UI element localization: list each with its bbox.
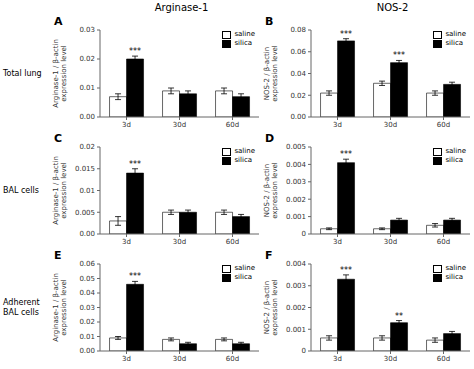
html-text:silica: silica — [234, 273, 252, 281]
svg-text:0.005: 0.005 — [75, 209, 95, 217]
svg-text:NOS-2 / β-actinexpression leve: NOS-2 / β-actinexpression level — [263, 162, 279, 219]
svg-text:30d: 30d — [384, 121, 397, 129]
svg-text:0.002: 0.002 — [286, 196, 306, 204]
svg-text:***: *** — [340, 30, 352, 39]
svg-text:***: *** — [129, 47, 141, 56]
svg-text:***: *** — [129, 160, 141, 169]
svg-text:3d: 3d — [122, 238, 131, 246]
svg-text:0.01: 0.01 — [79, 333, 95, 341]
svg-text:60d: 60d — [226, 121, 239, 129]
svg-text:Arginase-1 / β-actinexpression: Arginase-1 / β-actinexpression level — [52, 273, 68, 342]
svg-text:0.03: 0.03 — [79, 304, 95, 312]
svg-text:0.00: 0.00 — [79, 347, 95, 355]
svg-text:0.01: 0.01 — [79, 187, 95, 195]
svg-text:0.004: 0.004 — [286, 260, 307, 268]
svg-text:0.00: 0.00 — [290, 113, 306, 121]
svg-text:Arginase-1 / β-actinexpression: Arginase-1 / β-actinexpression level — [52, 39, 68, 108]
html-text:silica: silica — [445, 273, 463, 281]
svg-text:3d: 3d — [122, 355, 131, 363]
html-text:silica: silica — [445, 156, 463, 164]
html-text:C: C — [54, 132, 63, 145]
svg-text:0.03: 0.03 — [79, 26, 95, 34]
svg-text:0.002: 0.002 — [286, 304, 306, 312]
svg-text:30d: 30d — [173, 238, 186, 246]
svg-text:0.06: 0.06 — [290, 48, 306, 56]
svg-text:***: *** — [393, 51, 405, 60]
html-text:silica: silica — [234, 39, 252, 47]
html-text:Total lung: Total lung — [3, 68, 42, 78]
svg-text:3d: 3d — [333, 121, 342, 129]
svg-text:0.00: 0.00 — [79, 230, 95, 238]
svg-text:0.02: 0.02 — [79, 318, 95, 326]
svg-text:30d: 30d — [173, 355, 186, 363]
svg-text:0.04: 0.04 — [290, 70, 306, 78]
svg-text:60d: 60d — [437, 238, 450, 246]
svg-text:0: 0 — [302, 347, 306, 355]
svg-text:**: ** — [395, 312, 403, 321]
svg-text:0.08: 0.08 — [290, 26, 306, 34]
html-text:A: A — [54, 15, 63, 28]
svg-text:3d: 3d — [333, 355, 342, 363]
svg-text:0.005: 0.005 — [286, 143, 306, 151]
svg-text:0.00: 0.00 — [79, 113, 95, 121]
svg-text:NOS-2 / β-actinexpression leve: NOS-2 / β-actinexpression level — [263, 279, 279, 336]
svg-text:0.02: 0.02 — [79, 55, 95, 63]
html-text:F: F — [265, 249, 273, 262]
html-text:saline: saline — [445, 30, 466, 38]
svg-text:***: *** — [340, 266, 352, 275]
svg-text:60d: 60d — [437, 121, 450, 129]
svg-text:0.02: 0.02 — [290, 92, 306, 100]
svg-text:***: *** — [340, 150, 352, 159]
html-text:saline: saline — [445, 147, 466, 155]
svg-text:0.001: 0.001 — [286, 213, 306, 221]
html-text:E: E — [54, 249, 62, 262]
svg-text:0: 0 — [302, 230, 306, 238]
svg-text:0.04: 0.04 — [79, 289, 95, 297]
svg-text:0.015: 0.015 — [75, 165, 95, 173]
html-text:silica: silica — [234, 156, 252, 164]
html-text:D: D — [265, 132, 275, 145]
svg-text:0.06: 0.06 — [79, 260, 95, 268]
svg-text:0.01: 0.01 — [79, 84, 95, 92]
svg-text:30d: 30d — [384, 355, 397, 363]
svg-text:60d: 60d — [226, 238, 239, 246]
html-text:Adherent BAL cells: Adherent BAL cells — [3, 297, 40, 317]
svg-text:60d: 60d — [437, 355, 450, 363]
svg-text:30d: 30d — [173, 121, 186, 129]
svg-text:***: *** — [129, 272, 141, 281]
html-text:Arginase-1: Arginase-1 — [154, 2, 209, 13]
svg-text:0.003: 0.003 — [286, 178, 306, 186]
svg-text:60d: 60d — [226, 355, 239, 363]
svg-text:0.004: 0.004 — [286, 161, 307, 169]
html-text:BAL cells: BAL cells — [3, 185, 39, 195]
html-text:B: B — [265, 15, 274, 28]
html-text:NOS-2: NOS-2 — [376, 2, 409, 13]
svg-text:Arginase-1 / β-actinexpression: Arginase-1 / β-actinexpression level — [52, 156, 68, 225]
html-text:saline: saline — [234, 264, 255, 272]
html-text:saline: saline — [234, 30, 255, 38]
svg-text:0.003: 0.003 — [286, 282, 306, 290]
svg-text:30d: 30d — [384, 238, 397, 246]
html-text:saline: saline — [234, 147, 255, 155]
html-text:silica: silica — [445, 39, 463, 47]
svg-text:3d: 3d — [333, 238, 342, 246]
svg-text:NOS-2 / β-actinexpression leve: NOS-2 / β-actinexpression level — [263, 45, 279, 102]
svg-text:0.05: 0.05 — [79, 275, 95, 283]
svg-text:0.02: 0.02 — [79, 143, 95, 151]
svg-text:0.001: 0.001 — [286, 326, 306, 334]
svg-text:3d: 3d — [122, 121, 131, 129]
html-text:saline: saline — [445, 264, 466, 272]
